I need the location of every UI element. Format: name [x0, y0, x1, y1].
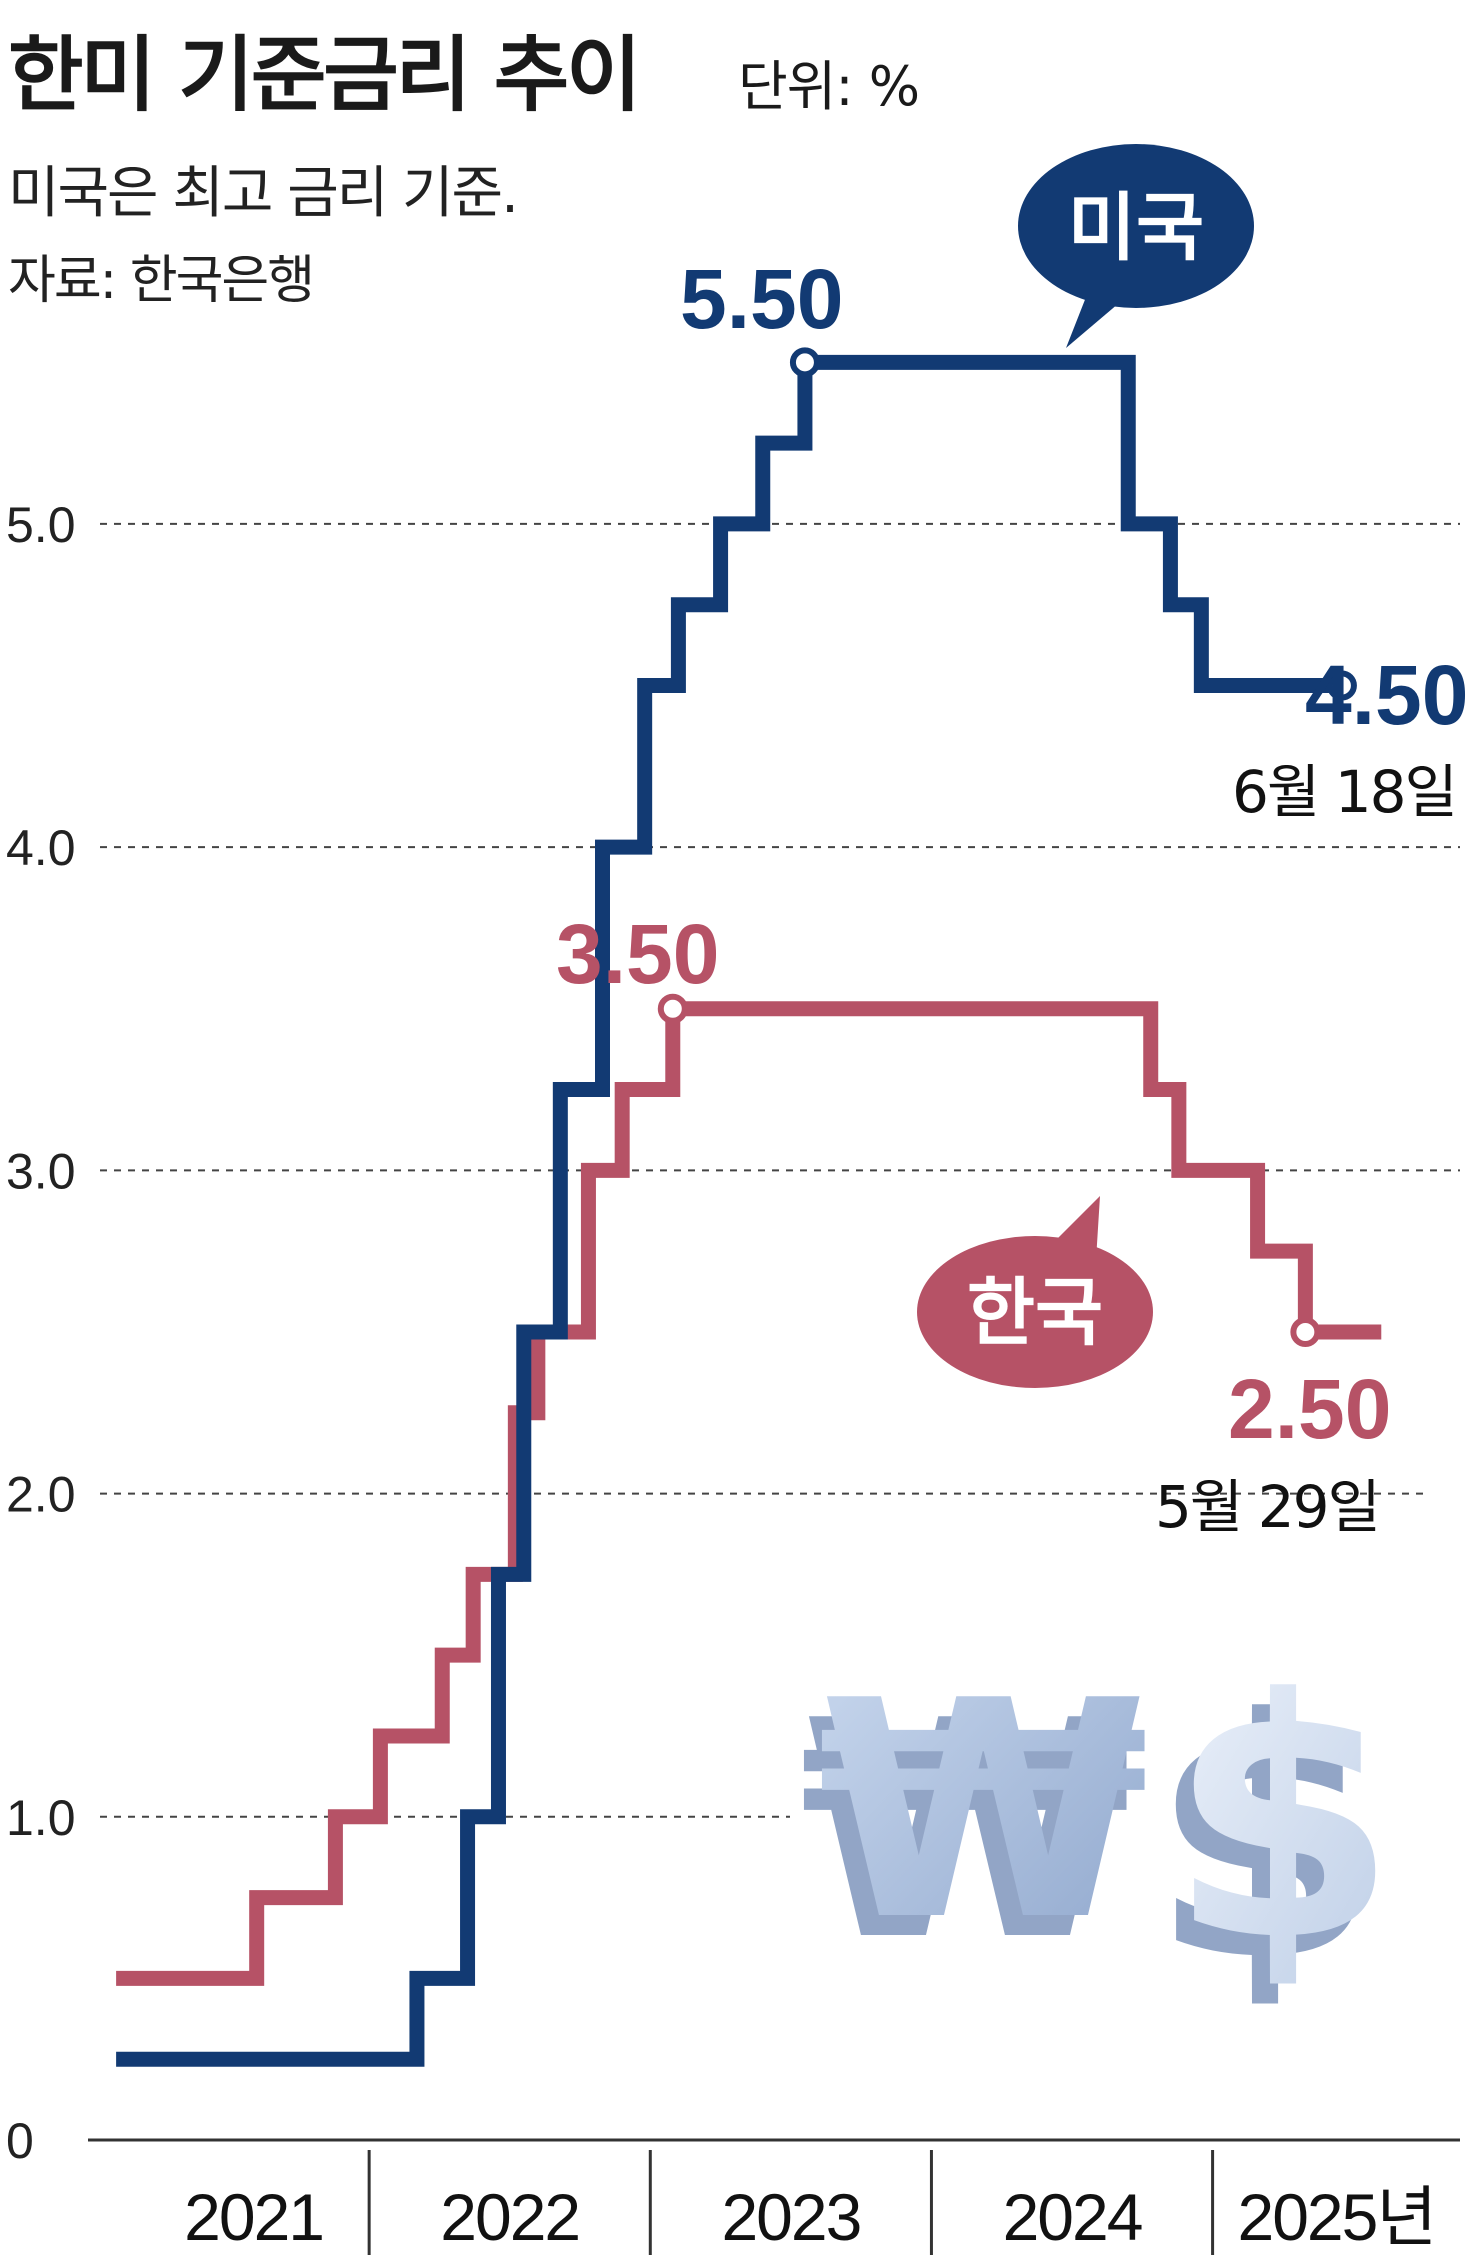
source-label: 자료: 한국은행: [8, 251, 315, 311]
y-tick-label: 0: [6, 2113, 34, 2169]
y-tick-label: 3.0: [6, 1143, 76, 1199]
unit-label: 단위: %: [738, 55, 920, 118]
y-tick-label: 2.0: [6, 1467, 76, 1523]
dollar-symbol: $: [1168, 1629, 1398, 2013]
markers: [657, 347, 1357, 1347]
korea-peak-marker: [657, 993, 688, 1024]
won-symbol: ₩: [818, 1637, 1149, 1986]
korea-last-label: 2.50: [1228, 1362, 1392, 1456]
chart-subtitle: 미국은 최고 금리 기준.: [8, 161, 519, 226]
x-tick-label: 2024: [1003, 2180, 1142, 2254]
us-peak-marker: [789, 347, 820, 378]
y-tick-label: 4.0: [6, 820, 76, 876]
us-peak-label: 5.50: [680, 252, 844, 346]
korea-last-date-label: 5월 29일: [1155, 1473, 1379, 1541]
series-line-us: [116, 354, 1342, 2067]
korea-bubble-text: 한국: [967, 1270, 1103, 1356]
y-tick-label: 5.0: [6, 497, 76, 553]
x-tick-label: 2023: [721, 2180, 860, 2254]
x-tick-label: 2021: [184, 2180, 323, 2254]
us-last-date-label: 6월 18일: [1232, 758, 1456, 826]
y-tick-label: 1.0: [6, 1790, 76, 1846]
dollar-symbol-shadow: $: [1150, 1649, 1380, 2033]
us-last-marker: [1326, 670, 1357, 701]
grid-lines: [100, 522, 1460, 1818]
korea-bubble: 한국: [917, 1196, 1153, 1388]
axes: 0 1.0 2.0 3.0 4.0 5.0 2021 2022 2023 2024 2025년: [6, 497, 1460, 2255]
chart-title: 한미 기준금리 추이: [8, 28, 642, 123]
korea-bubble-shape: [917, 1236, 1153, 1388]
us-bubble: 미국: [1018, 144, 1254, 348]
korea-last-marker: [1290, 1316, 1321, 1347]
won-symbol-shadow: ₩: [800, 1657, 1131, 2006]
us-bubble-shape: [1018, 144, 1254, 308]
currency-symbols-decoration: ₩ ₩ $ $: [800, 1629, 1398, 2033]
korea-bubble-tail: [1048, 1196, 1100, 1260]
us-bubble-tail: [1066, 292, 1132, 348]
x-tick-label: 2022: [440, 2180, 579, 2254]
x-tick-label: 2025년: [1238, 2180, 1436, 2254]
korea-peak-label: 3.50: [556, 907, 720, 1001]
us-last-label: 4.50: [1305, 648, 1469, 742]
series-lines: [116, 354, 1382, 2067]
us-bubble-text: 미국: [1068, 185, 1204, 271]
